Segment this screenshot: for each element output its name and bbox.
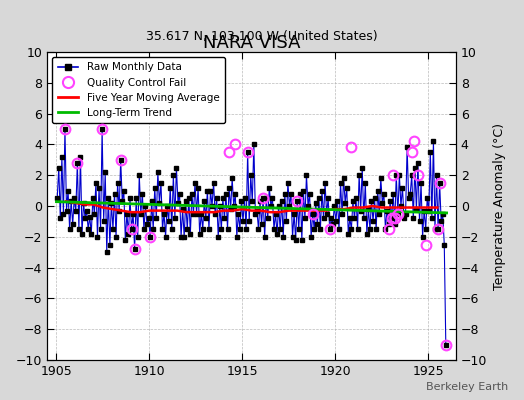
- Text: Berkeley Earth: Berkeley Earth: [426, 382, 508, 392]
- Y-axis label: Temperature Anomaly (°C): Temperature Anomaly (°C): [493, 122, 506, 290]
- Title: NARA VISA: NARA VISA: [203, 34, 300, 52]
- Legend: Raw Monthly Data, Quality Control Fail, Five Year Moving Average, Long-Term Tren: Raw Monthly Data, Quality Control Fail, …: [52, 57, 225, 123]
- Text: 35.617 N, 103.100 W (United States): 35.617 N, 103.100 W (United States): [146, 30, 378, 43]
